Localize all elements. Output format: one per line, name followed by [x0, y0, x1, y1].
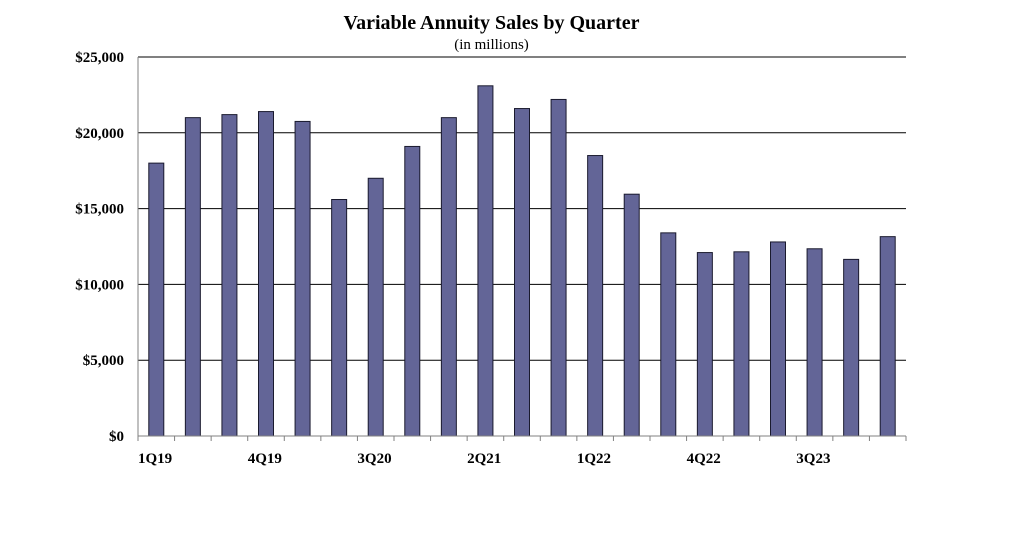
x-tick-label: 2Q21	[467, 451, 501, 467]
chart-title: Variable Annuity Sales by Quarter	[343, 12, 640, 34]
x-tick-label: 4Q22	[687, 451, 721, 467]
bar	[184, 117, 201, 437]
y-tick-label: $20,000	[75, 126, 124, 142]
bar	[770, 241, 786, 437]
bar	[806, 248, 823, 437]
bar	[514, 108, 530, 437]
y-tick-label: $10,000	[75, 277, 124, 293]
bar	[477, 85, 494, 437]
bar	[879, 236, 896, 437]
bar	[221, 114, 238, 437]
y-tick-label: $5,000	[83, 353, 124, 369]
x-tick-label: 1Q19	[138, 451, 172, 467]
y-tick-label: $25,000	[75, 50, 124, 66]
bar	[587, 155, 604, 437]
bar	[623, 193, 640, 437]
y-tick-label: $0	[109, 429, 124, 445]
bar	[148, 162, 165, 437]
x-tick-label: 1Q22	[577, 451, 611, 467]
y-tick-label: $15,000	[75, 202, 124, 218]
bar	[367, 177, 384, 437]
bar	[733, 251, 750, 437]
bar	[843, 258, 860, 437]
bar	[440, 117, 457, 437]
bar	[696, 252, 713, 437]
x-tick-label: 3Q20	[357, 451, 391, 467]
bar	[660, 232, 677, 437]
bar	[331, 199, 348, 437]
bar	[258, 111, 274, 437]
chart-subtitle: (in millions)	[454, 37, 529, 53]
x-tick-label: 3Q23	[796, 451, 830, 467]
bar	[294, 120, 311, 437]
bar	[550, 98, 567, 437]
x-tick-label: 4Q19	[248, 451, 282, 467]
bar	[404, 145, 421, 437]
